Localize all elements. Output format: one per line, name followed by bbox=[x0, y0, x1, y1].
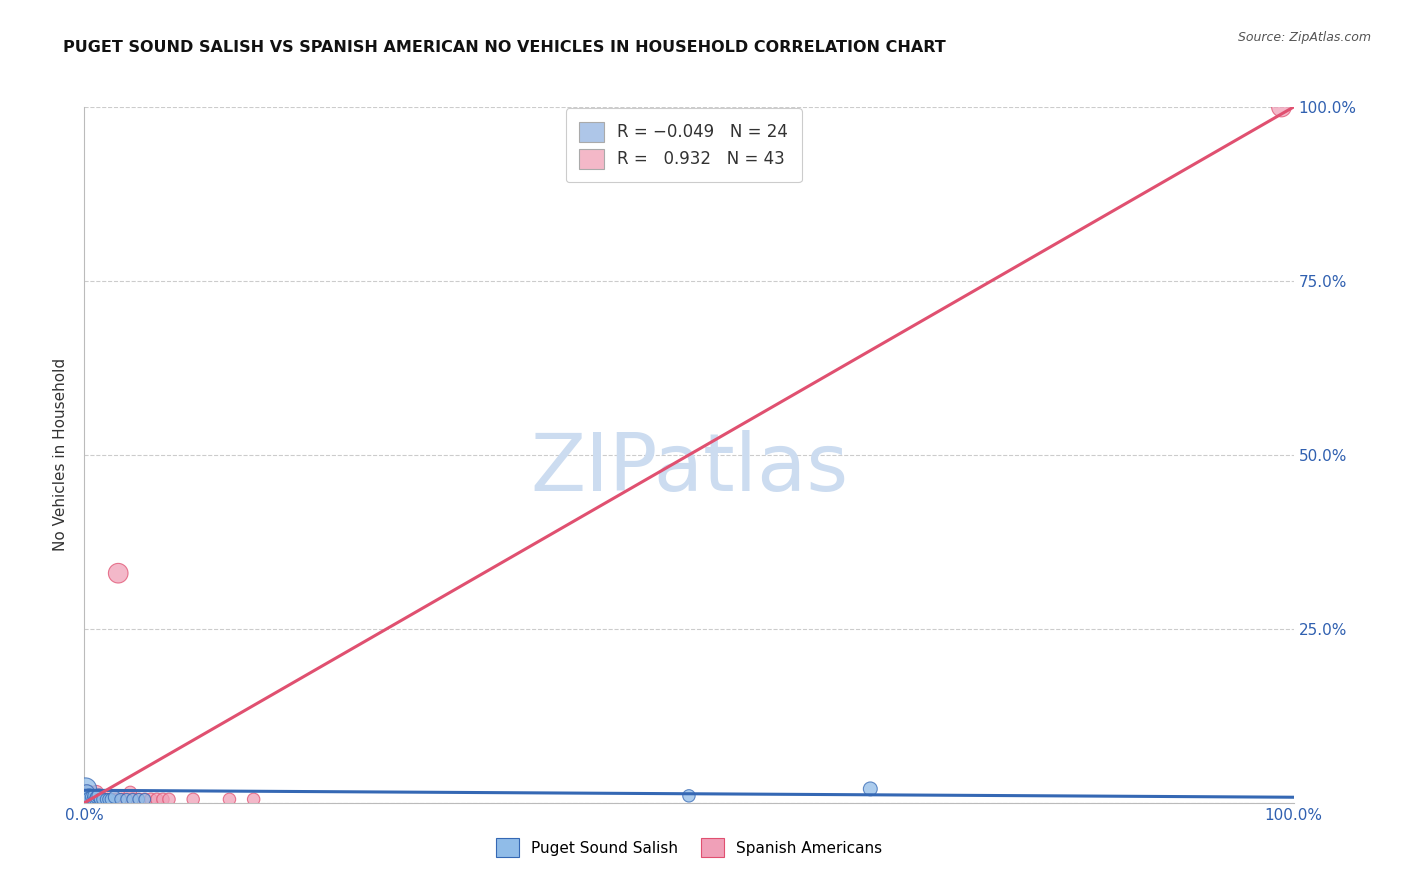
Text: ZIPatlas: ZIPatlas bbox=[530, 430, 848, 508]
Point bbox=[77, 792, 100, 806]
Point bbox=[120, 785, 142, 799]
Point bbox=[112, 792, 135, 806]
Point bbox=[104, 790, 127, 805]
Point bbox=[242, 792, 264, 806]
Point bbox=[1270, 100, 1292, 114]
Y-axis label: No Vehicles in Household: No Vehicles in Household bbox=[53, 359, 69, 551]
Point bbox=[146, 792, 169, 806]
Point bbox=[86, 790, 108, 805]
Point bbox=[80, 789, 103, 803]
Point bbox=[89, 792, 111, 806]
Point bbox=[121, 792, 143, 806]
Point bbox=[80, 790, 103, 805]
Point bbox=[115, 792, 138, 806]
Point bbox=[89, 792, 111, 806]
Point bbox=[77, 789, 100, 803]
Point bbox=[121, 792, 143, 806]
Point bbox=[91, 792, 114, 806]
Point bbox=[83, 792, 105, 806]
Point bbox=[77, 792, 100, 806]
Point bbox=[84, 792, 107, 806]
Point bbox=[94, 792, 117, 806]
Point bbox=[94, 792, 117, 806]
Point bbox=[100, 792, 122, 806]
Point bbox=[75, 789, 97, 803]
Point bbox=[83, 789, 105, 803]
Point bbox=[218, 792, 240, 806]
Point bbox=[75, 781, 97, 796]
Point bbox=[91, 792, 114, 806]
Point bbox=[86, 792, 108, 806]
Point bbox=[104, 792, 127, 806]
Point bbox=[76, 785, 98, 799]
Point bbox=[97, 792, 120, 806]
Point bbox=[152, 792, 174, 806]
Point bbox=[93, 792, 115, 806]
Point bbox=[80, 792, 103, 806]
Text: Source: ZipAtlas.com: Source: ZipAtlas.com bbox=[1237, 31, 1371, 45]
Point bbox=[110, 792, 132, 806]
Point bbox=[84, 792, 107, 806]
Point bbox=[128, 792, 150, 806]
Point bbox=[76, 792, 98, 806]
Point bbox=[79, 792, 101, 806]
Point bbox=[134, 792, 156, 806]
Point bbox=[82, 792, 104, 806]
Point bbox=[139, 792, 162, 806]
Point bbox=[859, 781, 882, 796]
Point bbox=[128, 792, 150, 806]
Point bbox=[105, 792, 128, 806]
Point bbox=[107, 566, 129, 581]
Point bbox=[83, 789, 105, 803]
Point bbox=[82, 792, 104, 806]
Text: PUGET SOUND SALISH VS SPANISH AMERICAN NO VEHICLES IN HOUSEHOLD CORRELATION CHAR: PUGET SOUND SALISH VS SPANISH AMERICAN N… bbox=[63, 40, 946, 55]
Point bbox=[79, 792, 101, 806]
Point bbox=[79, 790, 101, 805]
Point bbox=[77, 792, 100, 806]
Point bbox=[76, 785, 98, 799]
Point bbox=[157, 792, 180, 806]
Point bbox=[100, 792, 122, 806]
Point bbox=[77, 789, 100, 803]
Point bbox=[77, 785, 100, 799]
Point bbox=[110, 792, 132, 806]
Point bbox=[181, 792, 204, 806]
Point bbox=[87, 789, 110, 803]
Point bbox=[678, 789, 700, 803]
Point bbox=[87, 792, 110, 806]
Point bbox=[115, 792, 138, 806]
Point bbox=[134, 792, 156, 806]
Point bbox=[86, 785, 108, 799]
Point bbox=[75, 792, 97, 806]
Legend: Puget Sound Salish, Spanish Americans: Puget Sound Salish, Spanish Americans bbox=[488, 830, 890, 864]
Point bbox=[97, 792, 120, 806]
